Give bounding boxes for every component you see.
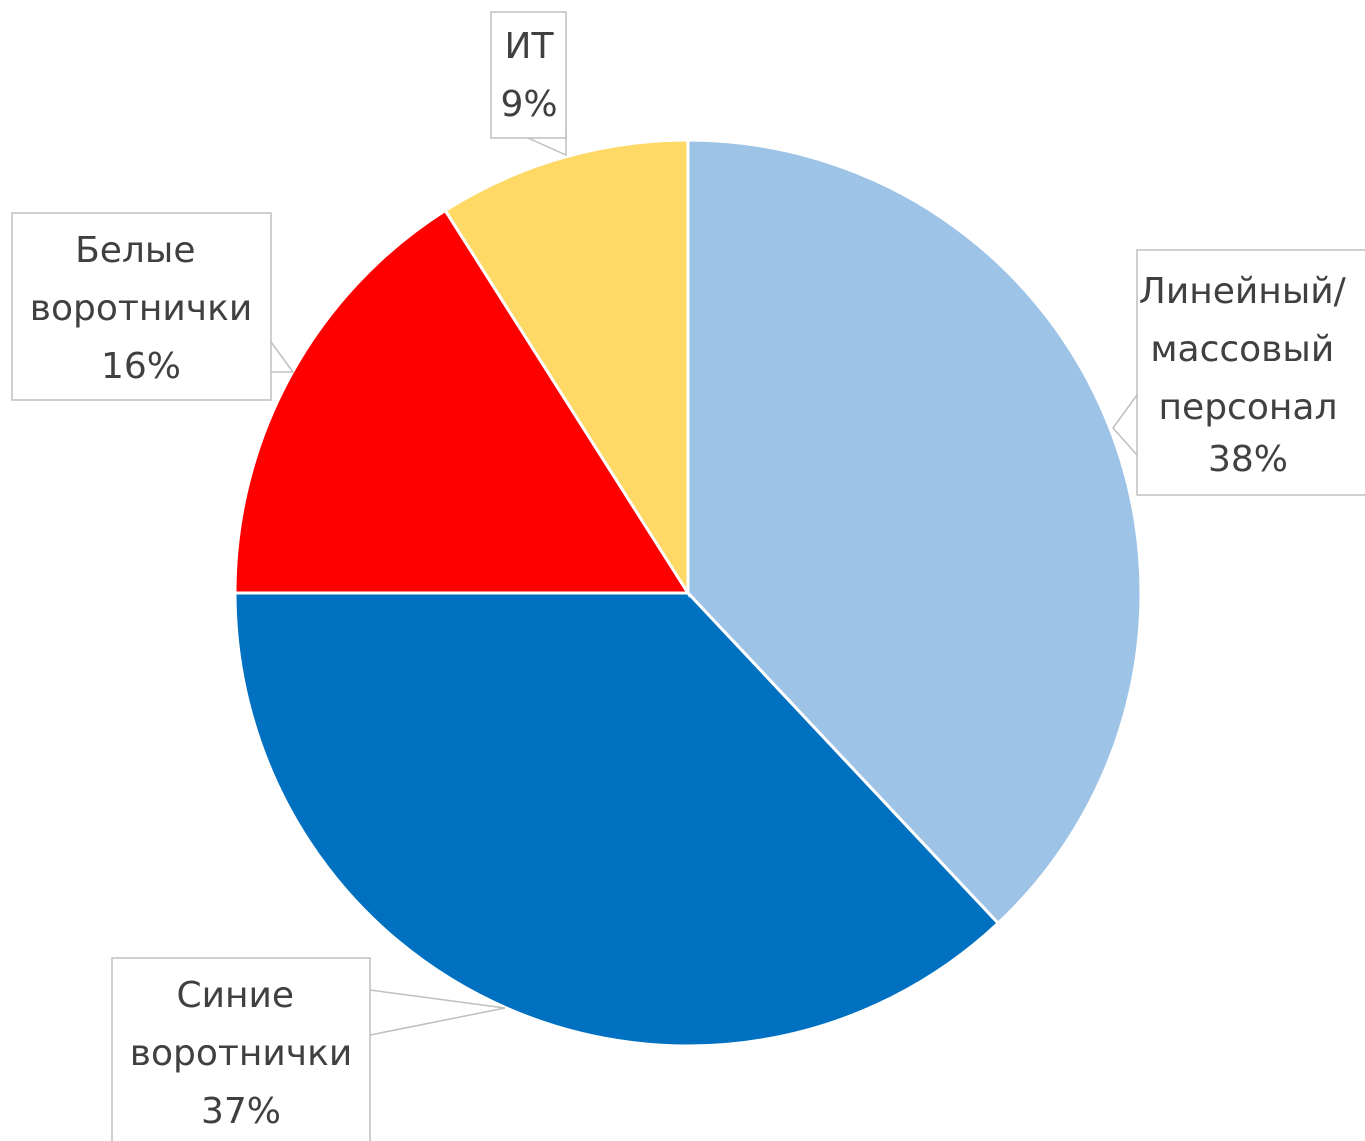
category-label: Линейный/ массовый персонал <box>1139 271 1357 428</box>
value-label: 38% <box>1208 439 1288 480</box>
pie <box>233 138 1143 1048</box>
category-label: Белые воротнички <box>30 230 252 329</box>
data-label: Линейный/ массовый персонал 38% <box>1136 249 1365 496</box>
label-box <box>490 11 567 139</box>
category-label: Синие воротнички <box>130 975 352 1074</box>
value-label: 16% <box>101 346 181 387</box>
slice <box>686 138 1143 926</box>
data-label: Белые воротнички 16% <box>11 212 272 401</box>
label-box <box>1136 249 1365 496</box>
label-box <box>111 957 371 1141</box>
value-label: 9% <box>500 84 557 125</box>
leader-line <box>1112 394 1138 456</box>
slice <box>443 138 690 599</box>
labels: Линейный/ массовый персонал 38% Синие воро… <box>11 11 1365 1141</box>
data-label: ИТ 9% <box>490 11 567 139</box>
label-line: массовый <box>1150 329 1345 370</box>
slice <box>233 208 691 595</box>
leader-line <box>270 341 295 373</box>
value-label: 37% <box>201 1091 281 1132</box>
label-line: воротнички <box>30 288 252 329</box>
label-line: персонал <box>1159 387 1338 428</box>
slice <box>233 591 1001 1048</box>
label-line: воротнички <box>130 1033 352 1074</box>
label-line: Белые <box>75 230 207 271</box>
label-line: Линейный/ <box>1139 271 1357 312</box>
category-label: ИТ <box>505 26 555 67</box>
data-label: Синие воротнички 37% <box>111 957 371 1141</box>
label-line: ИТ <box>505 26 555 67</box>
label-box <box>11 212 272 401</box>
leader-line <box>369 989 506 1036</box>
label-line: Синие <box>176 975 305 1016</box>
